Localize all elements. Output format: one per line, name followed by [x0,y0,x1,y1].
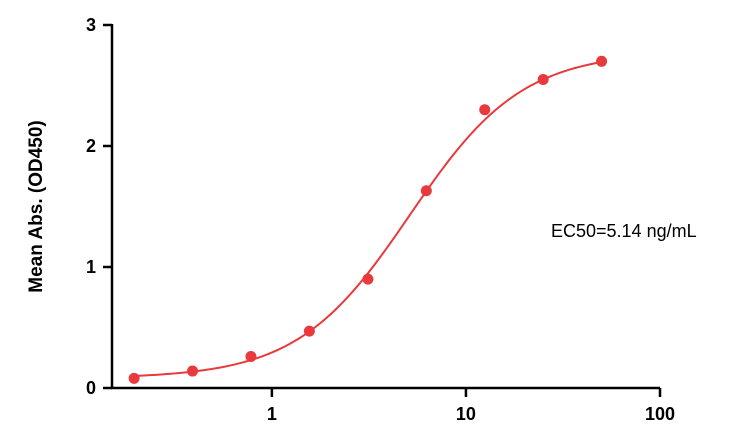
axes [110,24,660,390]
data-point [362,273,374,285]
y-tick-label-3: 3 [86,15,96,35]
data-point [596,55,608,67]
y-tick-label-1: 1 [86,257,96,277]
x-tick-label-100: 100 [645,404,675,424]
fit-curve [134,61,602,377]
y-tick-label-2: 2 [86,136,96,156]
data-point [303,325,315,337]
data-point [187,365,199,377]
data-point [420,185,432,197]
x-ticks: 1 10 100 [267,388,675,424]
data-point [479,104,491,116]
y-ticks: 0 1 2 3 [86,15,112,398]
x-tick-label-10: 10 [456,404,476,424]
data-point [537,73,549,85]
ec50-annotation: EC50=5.14 ng/mL [551,221,697,241]
data-point [245,351,257,363]
x-tick-label-1: 1 [267,404,277,424]
data-point [128,372,140,384]
data-points [128,55,608,384]
y-tick-label-0: 0 [86,378,96,398]
y-axis-title: Mean Abs. (OD450) [26,120,47,292]
